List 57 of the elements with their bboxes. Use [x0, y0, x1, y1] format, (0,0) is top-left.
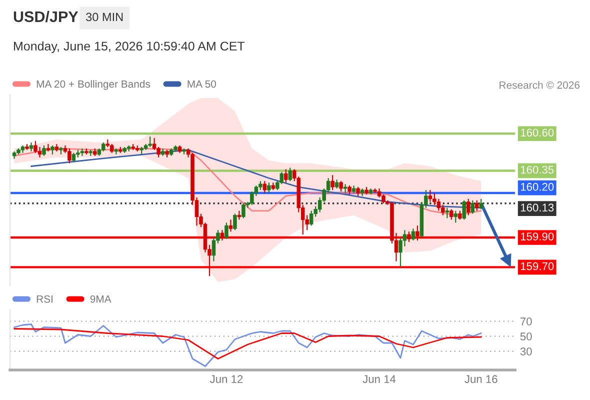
- y-tick-label: 30: [520, 348, 532, 356]
- candlestick: [407, 231, 411, 243]
- candlestick: [450, 208, 454, 220]
- legend-label: MA 50: [188, 80, 216, 88]
- candlestick: [267, 182, 271, 194]
- candlestick: [284, 168, 288, 184]
- ref-line-label: 159.70: [520, 262, 554, 270]
- ref-line-label: 160.60: [520, 128, 554, 137]
- candlestick: [462, 200, 466, 220]
- y-tick-label: 70: [520, 318, 532, 326]
- candlestick: [224, 222, 228, 240]
- candlestick: [220, 230, 224, 242]
- candlestick: [428, 189, 432, 202]
- legend-label: RSI: [36, 295, 52, 303]
- candlestick: [262, 180, 267, 194]
- x-tick-label: Jun 14: [362, 375, 396, 384]
- candlestick: [330, 174, 334, 191]
- candlestick: [470, 200, 474, 214]
- candlestick: [42, 144, 46, 156]
- candlestick: [148, 136, 152, 148]
- legend-label: MA 20 + Bollinger Bands: [36, 80, 150, 90]
- candlestick: [411, 228, 416, 242]
- candlestick: [436, 198, 441, 212]
- candlestick: [212, 236, 216, 262]
- y-tick-label: 50: [520, 332, 532, 340]
- candlestick: [339, 180, 343, 192]
- candlestick: [46, 143, 50, 152]
- candlestick: [68, 148, 72, 164]
- candlestick: [34, 140, 38, 154]
- candlestick: [242, 202, 246, 219]
- ref-line-label: 160.35: [520, 166, 554, 174]
- chart-title: USD/JPY: [14, 10, 78, 22]
- candlestick: [152, 137, 156, 150]
- candlestick: [479, 198, 483, 210]
- text: 30 MIN: [86, 12, 123, 22]
- candlestick: [475, 200, 479, 212]
- x-tick-label: Jun 16: [464, 375, 498, 384]
- candlestick: [237, 210, 242, 220]
- candlestick: [288, 167, 292, 182]
- candlestick: [441, 204, 445, 216]
- candlestick: [416, 225, 420, 242]
- candlestick: [228, 219, 233, 232]
- candlestick: [466, 198, 470, 216]
- candlestick: [454, 210, 458, 224]
- ref-line-label: 160.13: [520, 204, 554, 212]
- line-series: [14, 324, 482, 367]
- x-tick-label: Jun 12: [210, 375, 243, 384]
- candlestick: [309, 210, 314, 226]
- candlestick: [445, 207, 450, 219]
- ref-line-label: 159.90: [520, 232, 554, 240]
- legend-label: 9MA: [90, 295, 112, 303]
- ref-line-label: 160.20: [520, 182, 554, 191]
- text: Research © 2026: [500, 81, 580, 89]
- candlestick: [38, 146, 42, 158]
- line-series: [14, 328, 482, 360]
- chart-subtitle: Monday, June 15, 2026 10:59:40 AM CET: [14, 41, 245, 54]
- candlestick: [233, 213, 237, 231]
